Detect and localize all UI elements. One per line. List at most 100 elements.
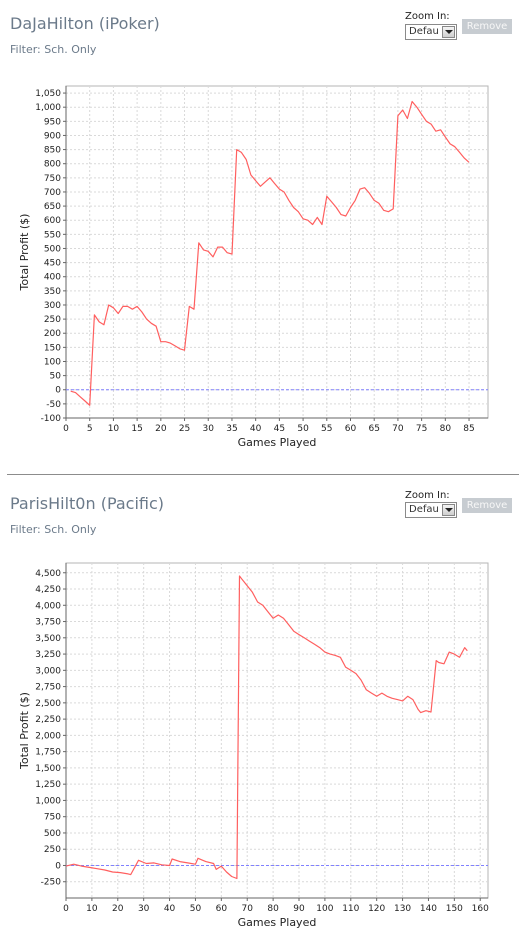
x-tick-label: 10 bbox=[108, 424, 120, 434]
y-tick-label: 4,250 bbox=[35, 585, 61, 595]
x-tick-label: 100 bbox=[316, 904, 333, 914]
series-line bbox=[65, 575, 468, 880]
y-tick-label: 300 bbox=[44, 301, 61, 311]
remove-button[interactable]: Remove bbox=[462, 498, 512, 513]
x-tick-label: 50 bbox=[297, 424, 309, 434]
zoom-select-value: Defau bbox=[409, 504, 439, 515]
y-tick-label: 1,000 bbox=[35, 796, 61, 806]
y-tick-label: 750 bbox=[44, 174, 61, 184]
x-tick-label: 20 bbox=[155, 424, 167, 434]
y-tick-label: 3,250 bbox=[35, 650, 61, 660]
y-tick-label: -50 bbox=[46, 400, 61, 410]
filter-label: Filter: Sch. Only bbox=[10, 523, 97, 536]
y-tick-label: 1,250 bbox=[35, 780, 61, 790]
y-axis-label: Total Profit ($) bbox=[18, 214, 31, 292]
x-tick-label: 45 bbox=[274, 424, 285, 434]
x-tick-label: 160 bbox=[472, 904, 489, 914]
x-tick-label: 120 bbox=[368, 904, 385, 914]
x-tick-label: 70 bbox=[242, 904, 254, 914]
x-tick-label: 70 bbox=[392, 424, 404, 434]
zoom-select[interactable]: Defau bbox=[405, 502, 457, 518]
chart-panel-2: ParisHilt0n (Pacific) Filter: Sch. Only … bbox=[0, 480, 519, 943]
plot-area bbox=[65, 562, 489, 899]
chevron-down-icon[interactable] bbox=[442, 504, 455, 516]
series-line bbox=[70, 100, 470, 406]
y-tick-label: 500 bbox=[44, 244, 61, 254]
y-tick-label: 2,000 bbox=[35, 731, 61, 741]
zoom-label: Zoom In: bbox=[405, 11, 450, 22]
y-tick-label: 250 bbox=[44, 315, 61, 325]
y-tick-label: 1,750 bbox=[35, 748, 61, 758]
y-tick-label: 350 bbox=[44, 287, 61, 297]
x-tick-label: 55 bbox=[321, 424, 332, 434]
y-tick-label: 0 bbox=[55, 386, 61, 396]
x-tick-label: 65 bbox=[368, 424, 379, 434]
x-tick-label: 60 bbox=[216, 904, 228, 914]
y-tick-label: 1,050 bbox=[35, 89, 61, 99]
x-tick-label: 80 bbox=[440, 424, 452, 434]
chevron-down-icon[interactable] bbox=[442, 26, 455, 38]
x-axis-label: Games Played bbox=[238, 436, 317, 449]
profit-chart-2: -25002505007501,0001,2501,5001,7502,0002… bbox=[18, 562, 489, 929]
y-tick-label: 3,500 bbox=[35, 634, 61, 644]
panel-title: DaJaHilton (iPoker) bbox=[10, 14, 160, 33]
x-tick-label: 50 bbox=[190, 904, 202, 914]
x-tick-label: 110 bbox=[342, 904, 359, 914]
x-tick-label: 150 bbox=[446, 904, 463, 914]
y-tick-label: 4,500 bbox=[35, 569, 61, 579]
panel-divider bbox=[7, 474, 519, 475]
y-tick-label: 650 bbox=[44, 202, 61, 212]
zoom-label: Zoom In: bbox=[405, 490, 450, 501]
y-tick-label: 850 bbox=[44, 146, 61, 156]
plot-area bbox=[65, 85, 489, 419]
x-tick-label: 0 bbox=[63, 904, 69, 914]
y-tick-label: 3,000 bbox=[35, 666, 61, 676]
y-tick-label: 4,000 bbox=[35, 601, 61, 611]
y-tick-label: 150 bbox=[44, 343, 61, 353]
x-tick-label: 40 bbox=[250, 424, 262, 434]
x-tick-label: 30 bbox=[138, 904, 150, 914]
y-tick-label: 2,750 bbox=[35, 683, 61, 693]
y-tick-label: -100 bbox=[41, 414, 62, 424]
y-tick-label: 1,000 bbox=[35, 103, 61, 113]
y-tick-label: 2,250 bbox=[35, 715, 61, 725]
x-tick-label: 40 bbox=[164, 904, 176, 914]
chart-panel-1: DaJaHilton (iPoker) Filter: Sch. Only Zo… bbox=[0, 0, 519, 470]
zoom-select[interactable]: Defau bbox=[405, 24, 457, 40]
y-tick-label: 100 bbox=[44, 357, 61, 367]
y-tick-label: 1,500 bbox=[35, 764, 61, 774]
y-tick-label: 3,750 bbox=[35, 618, 61, 628]
profit-chart-1: -100-50050100150200250300350400450500550… bbox=[18, 85, 489, 449]
x-axis-label: Games Played bbox=[238, 916, 317, 929]
panel-title: ParisHilt0n (Pacific) bbox=[10, 494, 165, 513]
remove-button[interactable]: Remove bbox=[462, 19, 512, 34]
y-tick-label: 900 bbox=[44, 131, 61, 141]
x-tick-label: 75 bbox=[416, 424, 427, 434]
x-tick-label: 140 bbox=[420, 904, 437, 914]
y-tick-label: 800 bbox=[44, 160, 61, 170]
y-tick-label: 50 bbox=[50, 372, 62, 382]
y-tick-label: 700 bbox=[44, 188, 61, 198]
y-tick-label: 950 bbox=[44, 117, 61, 127]
x-tick-label: 5 bbox=[87, 424, 93, 434]
filter-label: Filter: Sch. Only bbox=[10, 43, 97, 56]
y-tick-label: 0 bbox=[55, 861, 61, 871]
x-tick-label: 0 bbox=[63, 424, 69, 434]
y-tick-label: 2,500 bbox=[35, 699, 61, 709]
x-tick-label: 10 bbox=[86, 904, 98, 914]
y-tick-label: 750 bbox=[44, 813, 61, 823]
zoom-select-value: Defau bbox=[409, 26, 439, 37]
y-tick-label: 600 bbox=[44, 216, 61, 226]
x-tick-label: 30 bbox=[203, 424, 215, 434]
x-tick-label: 15 bbox=[131, 424, 142, 434]
y-axis-label: Total Profit ($) bbox=[18, 692, 31, 770]
x-tick-label: 20 bbox=[112, 904, 124, 914]
x-tick-label: 35 bbox=[226, 424, 237, 434]
x-tick-label: 90 bbox=[293, 904, 305, 914]
x-tick-label: 80 bbox=[267, 904, 279, 914]
y-tick-label: -250 bbox=[41, 878, 62, 888]
x-tick-label: 85 bbox=[463, 424, 474, 434]
y-tick-label: 200 bbox=[44, 329, 61, 339]
y-tick-label: 500 bbox=[44, 829, 61, 839]
y-tick-label: 400 bbox=[44, 273, 61, 283]
